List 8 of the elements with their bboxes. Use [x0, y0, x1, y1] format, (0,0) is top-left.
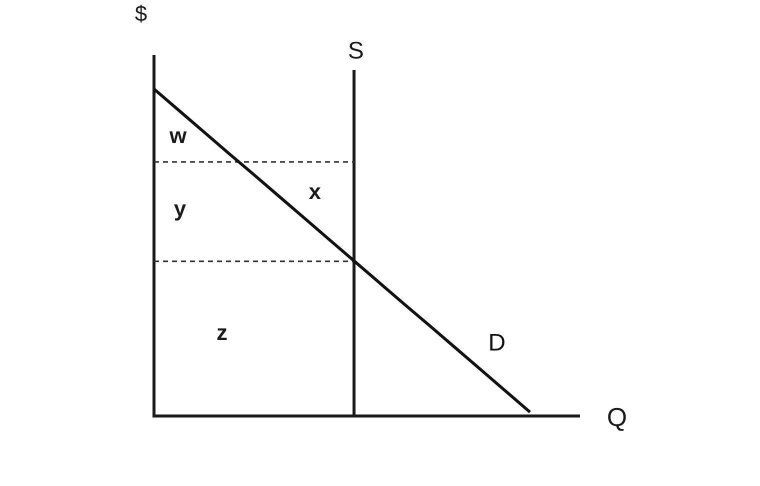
annotation: z [216, 320, 228, 346]
annotation: x [308, 178, 322, 204]
y-axis-title: $ [134, 1, 148, 26]
text: S [348, 38, 364, 65]
series-label: D [488, 330, 506, 357]
annotation: y [174, 196, 187, 222]
annotation: w [168, 123, 188, 148]
x-axis-title: Q [606, 402, 628, 432]
